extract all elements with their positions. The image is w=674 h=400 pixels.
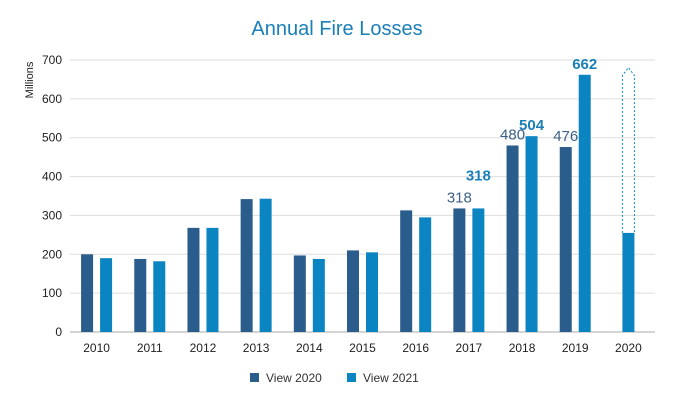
bar-view-2020-2015 [347,250,359,332]
y-tick-label: 0 [55,325,62,339]
y-tick-label: 100 [42,286,62,300]
x-tick-label: 2018 [509,341,536,355]
y-tick-label: 600 [42,92,62,106]
x-tick-label: 2017 [456,341,483,355]
bar-view-2021-2017 [472,208,485,332]
bar-view-2020-2013 [240,199,253,332]
bar-view-2020-2018 [506,145,519,332]
bar-view-2020-2014 [293,255,306,332]
bar-view-2021-2011 [153,261,166,332]
bar-view-2020-2019 [559,147,572,332]
legend-swatch-view-2020 [250,373,259,382]
legend-label-view-2020: View 2020 [266,371,322,385]
y-tick-label: 700 [42,53,62,67]
x-tick-label: 2014 [296,341,323,355]
bar-view-2021-2010 [100,258,113,332]
bar-view-2020-2012 [187,227,200,332]
bars [81,66,635,332]
bar-view-2020-2011 [134,258,147,332]
x-tick-labels: 2010 2011 2012 2013 2014 2015 2016 2017 2018 2019… [83,341,642,355]
x-tick-label: 2019 [562,341,589,355]
y-tick-label: 200 [42,247,62,261]
data-label-view-2020-2019: 476 [553,128,578,145]
x-tick-label: 2011 [137,341,163,355]
data-label-view-2020-2017: 318 [447,189,472,206]
x-tick-label: 2016 [402,341,429,355]
y-tick-label: 300 [42,208,62,222]
bar-view-2020-2016 [400,210,413,332]
bar-view-2021-2016 [419,217,432,332]
chart-title: Annual Fire Losses [251,18,422,40]
bar-view-2021-2012 [206,227,219,332]
x-tick-label: 2012 [190,341,217,355]
x-tick-label: 2013 [243,341,270,355]
legend-swatch-view-2021 [347,373,356,382]
bar-view-2021-2014 [312,258,325,332]
x-tick-label: 2010 [83,341,110,355]
y-tick-label: 500 [42,131,62,145]
bar-view-2021-2015 [366,252,378,332]
y-tick-labels: 0 100 200 300 400 500 600 700 [42,53,62,339]
bar-view-2021-2013 [259,198,272,332]
data-label-view-2021-2018: 504 [519,117,545,134]
projection-outline-2020 [621,66,635,233]
y-axis-label: Millions [24,61,36,98]
data-label-view-2020-2018: 480 [500,126,525,143]
legend: View 2020 View 2021 [250,371,419,385]
x-tick-label: 2015 [349,341,376,355]
bar-view-2021-2018 [525,136,538,332]
legend-label-view-2021: View 2021 [363,371,419,385]
bar-view-2020-2017 [453,208,466,332]
y-tick-label: 400 [42,170,62,184]
gridlines [70,59,655,333]
bar-view-2020-2010 [81,254,94,332]
x-tick-label: 2020 [615,341,642,355]
data-label-view-2021-2019: 662 [572,56,597,73]
bar-view-2021-2020 [622,232,635,332]
bar-view-2021-2019 [578,74,591,332]
data-label-view-2021-2017: 318 [466,167,491,184]
